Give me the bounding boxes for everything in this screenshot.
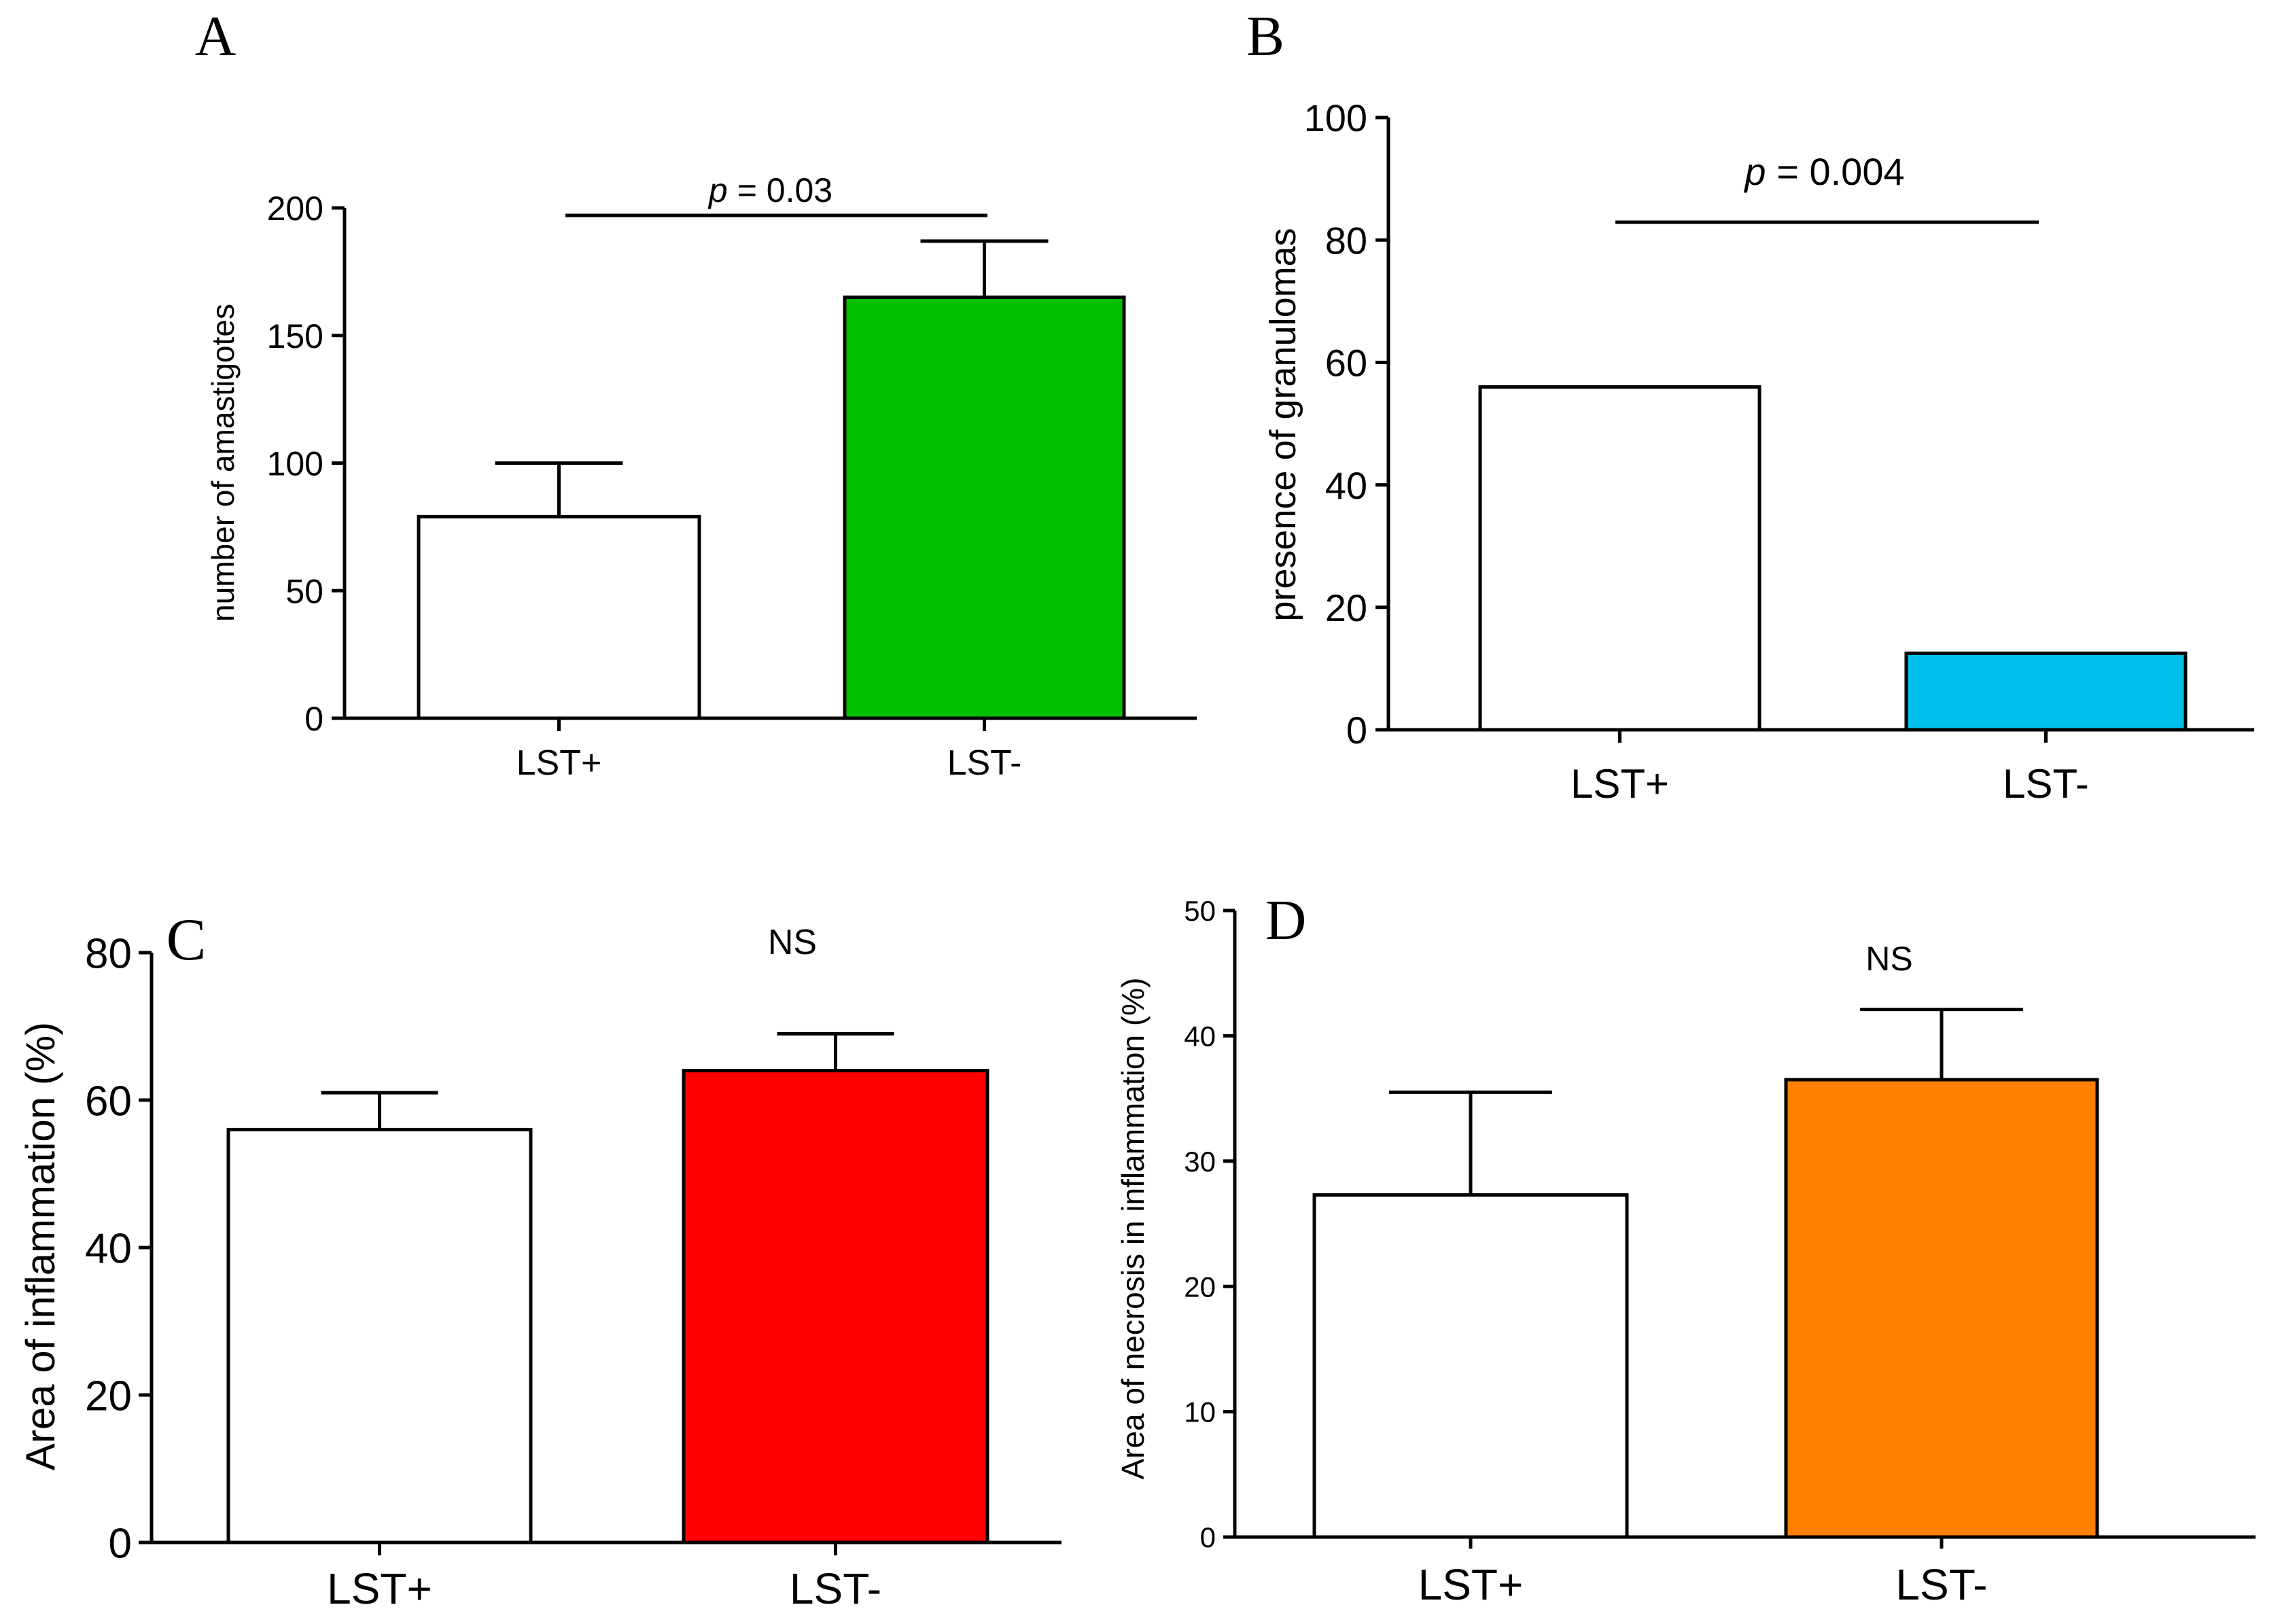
x-tick-label-lst-minus: LST- — [1895, 1560, 1987, 1609]
y-tick-label: 20 — [85, 1373, 132, 1419]
bar-lst-plus — [1312, 1193, 1629, 1539]
y-tick-label: 0 — [1200, 1521, 1216, 1553]
y-tick-label: 150 — [267, 317, 323, 355]
y-tick-label: 60 — [85, 1078, 132, 1125]
y-tick-label: 0 — [109, 1520, 132, 1567]
x-tick-label-lst-minus: LST- — [2003, 761, 2089, 807]
y-tick-label: 80 — [1325, 219, 1367, 262]
panel-b: B LST+ LST- 0 20 40 60 80 100 presence of granulo… — [1246, 5, 2254, 807]
bar-lst-plus — [226, 1127, 533, 1544]
y-tick-label: 0 — [304, 700, 323, 738]
bar-lst-minus — [843, 295, 1126, 720]
y-axis-title: number of amastigotes — [205, 304, 241, 622]
panel-label: D — [1265, 889, 1307, 952]
y-tick-label: 100 — [267, 445, 323, 483]
panel-d: D LST+ LST- 0 10 20 30 40 50 Area of necrosis in … — [1115, 889, 2256, 1609]
y-axis-title: Area of necrosis in inflammation (%) — [1115, 978, 1151, 1480]
y-tick-label: 30 — [1184, 1146, 1216, 1178]
p-value-label: p = 0.004 — [1743, 150, 1904, 193]
significance-label: NS — [1865, 940, 1912, 978]
y-tick-label: 50 — [285, 572, 323, 610]
p-value: = 0.004 — [1776, 150, 1904, 193]
y-tick-label: 60 — [1325, 342, 1367, 385]
y-tick-label: 100 — [1304, 96, 1367, 139]
y-tick-label: 20 — [1325, 586, 1367, 629]
x-tick-label-lst-minus: LST- — [947, 743, 1022, 783]
x-tick-label-lst-plus: LST+ — [516, 743, 602, 783]
bar-lst-plus — [1478, 385, 1761, 732]
y-axis-title: Area of inflammation (%) — [18, 1022, 63, 1470]
y-tick-label: 20 — [1184, 1271, 1216, 1303]
y-tick-label: 50 — [1184, 895, 1216, 927]
y-tick-label: 200 — [267, 190, 323, 228]
x-tick-label-lst-plus: LST+ — [1571, 761, 1669, 807]
panel-c: C LST+ LST- 0 20 40 60 80 Area of inflammation (… — [18, 907, 1062, 1613]
bar-lst-minus — [682, 1069, 989, 1544]
bar-lst-plus — [417, 514, 701, 720]
p-symbol: p — [707, 171, 728, 209]
y-axis-title: presence of granulomas — [1263, 228, 1303, 621]
bar-lst-minus — [1904, 651, 2188, 732]
y-tick-label: 40 — [1325, 464, 1367, 507]
y-tick-label: 10 — [1184, 1396, 1216, 1428]
y-tick-label: 80 — [85, 930, 132, 977]
x-tick-label-lst-minus: LST- — [790, 1564, 881, 1613]
p-symbol: p — [1743, 150, 1766, 193]
panel-label: A — [195, 5, 236, 68]
x-tick-label-lst-plus: LST+ — [1418, 1560, 1524, 1609]
p-value-label: p = 0.03 — [707, 171, 832, 209]
y-tick-label: 40 — [1184, 1021, 1216, 1053]
panel-label: C — [166, 907, 207, 973]
x-tick-label-lst-plus: LST+ — [327, 1564, 432, 1613]
significance-label: NS — [768, 923, 817, 962]
panel-a: A LST+ LST- 0 50 100 150 200 number of amastigot… — [195, 5, 1197, 783]
panel-label: B — [1246, 5, 1284, 68]
p-value: = 0.03 — [737, 171, 832, 209]
bar-lst-minus — [1784, 1078, 2099, 1539]
y-tick-label: 0 — [1346, 709, 1367, 752]
y-tick-label: 40 — [85, 1225, 132, 1272]
